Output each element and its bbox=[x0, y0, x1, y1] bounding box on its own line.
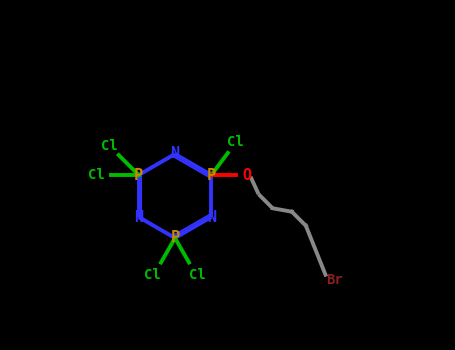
Text: Cl: Cl bbox=[228, 135, 244, 149]
Text: N: N bbox=[207, 210, 216, 224]
Text: N: N bbox=[134, 210, 143, 224]
Text: O: O bbox=[243, 168, 252, 182]
Text: P: P bbox=[134, 168, 143, 182]
Text: Cl: Cl bbox=[101, 139, 117, 153]
Text: N: N bbox=[171, 147, 180, 161]
Text: P: P bbox=[207, 168, 216, 182]
Text: Cl: Cl bbox=[189, 268, 206, 282]
Text: Cl: Cl bbox=[144, 268, 161, 282]
Text: Cl: Cl bbox=[88, 168, 105, 182]
Text: P: P bbox=[171, 231, 180, 245]
Text: Br: Br bbox=[326, 273, 343, 287]
